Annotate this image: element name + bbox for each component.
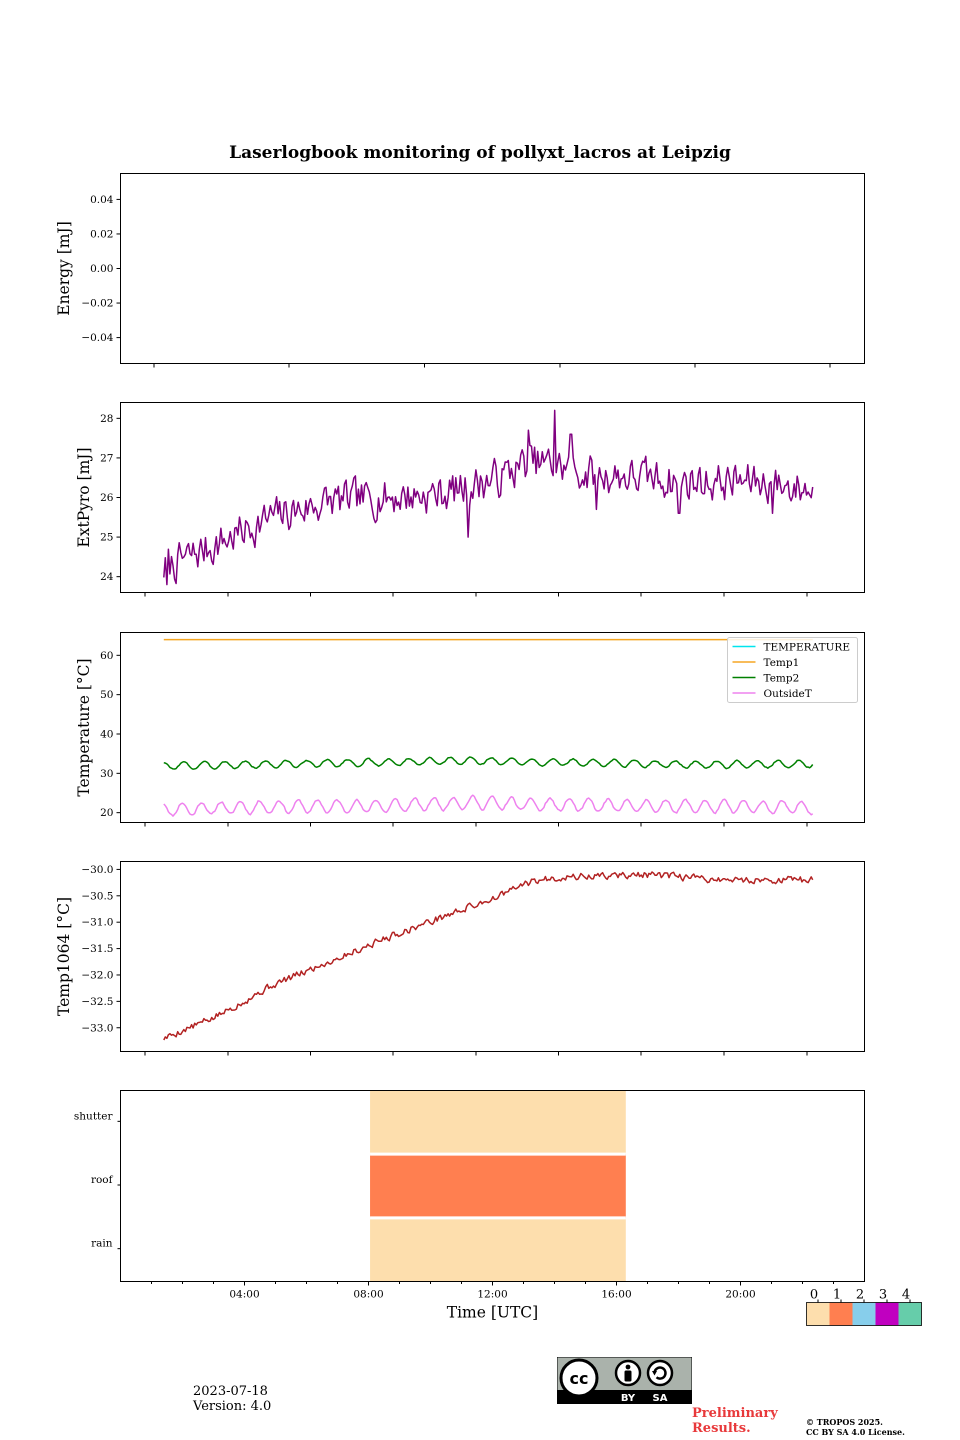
copyright-notice: © TROPOS 2025. CC BY SA 4.0 License. bbox=[806, 1417, 905, 1437]
cc-by-label: BY bbox=[621, 1393, 636, 1404]
colorbar-swatch-0 bbox=[806, 1302, 830, 1326]
flags-row-label-rain: rain bbox=[91, 1238, 113, 1250]
colorbar-label-0: 0 bbox=[810, 1288, 818, 1303]
flags-xtick-label: 04:00 bbox=[229, 1289, 259, 1301]
colorbar-label-3: 3 bbox=[879, 1288, 887, 1303]
legend-frame bbox=[727, 637, 858, 703]
legend-label-temp1: Temp1 bbox=[764, 657, 800, 669]
temp1064-ylabel: Temp1064 [°C] bbox=[55, 897, 73, 1016]
flags-row-label-roof: roof bbox=[91, 1174, 114, 1186]
x-axis-label: Time [UTC] bbox=[447, 1304, 538, 1322]
energy-axes-frame bbox=[120, 173, 865, 364]
temp1064-ytick-label: −30.0 bbox=[81, 864, 113, 876]
flags-xtick-label: 20:00 bbox=[725, 1289, 755, 1301]
colorbar-label-2: 2 bbox=[856, 1288, 864, 1303]
colorbar-swatch-3 bbox=[875, 1302, 899, 1326]
temperature-ytick-label: 60 bbox=[100, 650, 113, 662]
preliminary-notice: Preliminary Results. bbox=[692, 1406, 778, 1436]
series-line-temp1064 bbox=[163, 871, 814, 1041]
legend-label-temp2: Temp2 bbox=[764, 673, 800, 685]
energy-panel: 0.04 0.02 0.00 −0.02 −0.04 Energy [mJ] bbox=[55, 173, 865, 368]
colorbar-swatch-1 bbox=[829, 1302, 853, 1326]
flag-block-shutter bbox=[370, 1090, 626, 1155]
energy-ytick-label: 0.00 bbox=[90, 263, 113, 275]
colorbar-label-1: 1 bbox=[833, 1288, 841, 1303]
series-line-temp2 bbox=[163, 756, 814, 770]
legend-label-outsidet: OutsideT bbox=[764, 688, 812, 700]
extpyro-ytick-label: 24 bbox=[100, 571, 114, 583]
colorbar-frame bbox=[806, 1302, 922, 1326]
version-text: Version: 4.0 bbox=[193, 1399, 272, 1414]
extpyro-ytick-label: 27 bbox=[100, 452, 113, 464]
flag-block-rain bbox=[370, 1217, 626, 1282]
cc-license-badge: cc BY SA bbox=[556, 1356, 693, 1408]
copyright-line-1: © TROPOS 2025. bbox=[806, 1417, 883, 1427]
temperature-legend: TEMPERATURE Temp1 Temp2 OutsideT bbox=[727, 637, 858, 703]
sa-share-alike-icon bbox=[646, 1359, 674, 1387]
series-line-outsidet bbox=[163, 794, 814, 817]
energy-ylabel: Energy [mJ] bbox=[55, 221, 73, 316]
cc-sa-label: SA bbox=[653, 1393, 668, 1404]
colorbar-label-4: 4 bbox=[902, 1288, 910, 1303]
temp1064-ytick-label: −32.5 bbox=[81, 996, 113, 1008]
flags-xtick-label: 16:00 bbox=[601, 1289, 631, 1301]
flags-xtick-label: 12:00 bbox=[477, 1289, 507, 1301]
temp1064-ytick-label: −32.0 bbox=[81, 969, 113, 981]
temperature-ytick-label: 30 bbox=[100, 768, 113, 780]
colorbar-swatch-2 bbox=[852, 1302, 876, 1326]
date-text: 2023-07-18 bbox=[193, 1384, 268, 1399]
energy-ytick-label: 0.04 bbox=[90, 194, 114, 206]
temp1064-ytick-label: −33.0 bbox=[81, 1022, 113, 1034]
energy-ytick-label: −0.04 bbox=[81, 332, 113, 344]
flag-block-roof bbox=[370, 1154, 626, 1218]
flags-xtick-label: 08:00 bbox=[353, 1289, 383, 1301]
temp1064-ytick-label: −31.5 bbox=[81, 943, 113, 955]
date-version-block: 2023-07-18 Version: 4.0 bbox=[193, 1384, 271, 1414]
temperature-ytick-label: 40 bbox=[100, 728, 113, 740]
legend-label-temperature: TEMPERATURE bbox=[764, 642, 851, 654]
extpyro-axes-frame bbox=[120, 402, 865, 593]
extpyro-ylabel: ExtPyro [mJ] bbox=[75, 447, 93, 547]
temp1064-axes-frame bbox=[120, 861, 865, 1052]
colorbar-swatch-4 bbox=[898, 1302, 922, 1326]
svg-text:cc: cc bbox=[570, 1369, 589, 1388]
extpyro-ytick-label: 26 bbox=[100, 492, 114, 504]
temp1064-ytick-label: −30.5 bbox=[81, 890, 113, 902]
temperature-axes-frame bbox=[120, 632, 865, 823]
extpyro-ytick-label: 25 bbox=[100, 532, 113, 544]
cc-icon bbox=[559, 1358, 599, 1398]
extpyro-panel: 24 25 26 27 28 ExtPyro [mJ] bbox=[75, 402, 865, 597]
temp1064-panel: −30.0 −30.5 −31.0 −31.5 −32.0 −32.5 −33.0 Temp1… bbox=[55, 861, 865, 1056]
chart-title: Laserlogbook monitoring of pollyxt_lacro… bbox=[229, 143, 731, 163]
temperature-panel: 20 30 40 50 60 Temperature [°C] TEMPERATURE Tem… bbox=[75, 632, 865, 827]
temperature-ytick-label: 20 bbox=[100, 807, 113, 819]
flags-row-label-shutter: shutter bbox=[74, 1110, 114, 1122]
temperature-ylabel: Temperature [°C] bbox=[75, 658, 93, 796]
preliminary-line-2: Results. bbox=[692, 1421, 751, 1436]
preliminary-line-1: Preliminary bbox=[692, 1406, 778, 1421]
temp1064-ytick-label: −31.0 bbox=[81, 917, 113, 929]
copyright-line-2: CC BY SA 4.0 License. bbox=[806, 1427, 905, 1437]
extpyro-ytick-label: 28 bbox=[100, 413, 113, 425]
temperature-ytick-label: 50 bbox=[100, 689, 113, 701]
energy-ytick-label: −0.02 bbox=[81, 298, 113, 310]
flags-panel: shutter roof rain 04:00 08:00 12:00 16:00 20:00… bbox=[74, 1090, 865, 1322]
energy-ytick-label: 0.02 bbox=[90, 228, 113, 240]
series-line-extpyro bbox=[163, 409, 814, 586]
